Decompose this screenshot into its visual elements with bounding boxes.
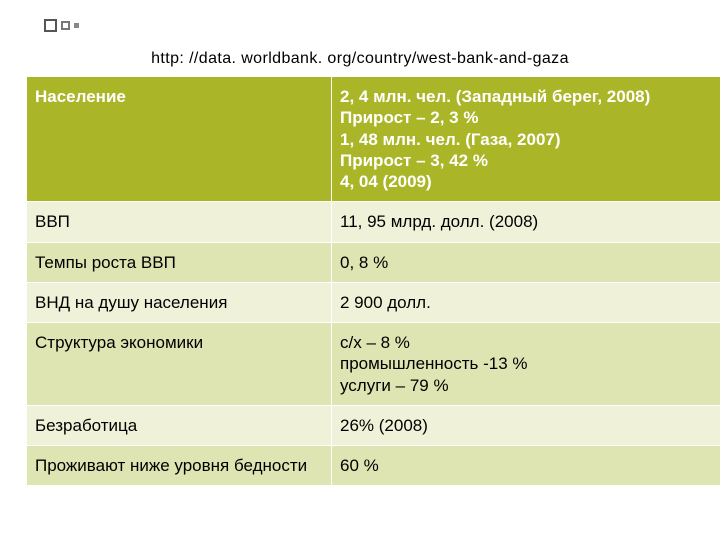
value-line: услуги – 79 % xyxy=(340,375,720,396)
deco-bullets xyxy=(44,18,694,32)
value-line: 2, 4 млн. чел. (Западный берег, 2008) xyxy=(340,86,720,107)
value-line: 4, 04 (2009) xyxy=(340,171,720,192)
value-line: с/х – 8 % xyxy=(340,332,720,353)
row-key: ВВП xyxy=(27,202,332,242)
value-line: Прирост – 3, 42 % xyxy=(340,150,720,171)
row-value: 26% (2008) xyxy=(332,405,720,445)
row-key: ВНД на душу населения xyxy=(27,282,332,322)
value-line: Прирост – 2, 3 % xyxy=(340,107,720,128)
row-value: 0, 8 % xyxy=(332,242,720,282)
row-key: Проживают ниже уровня бедности xyxy=(27,446,332,486)
bullet-icon xyxy=(44,19,57,32)
row-key: Население xyxy=(27,77,332,202)
table-row: Проживают ниже уровня бедности60 % xyxy=(27,446,720,486)
table-row: Безработица26% (2008) xyxy=(27,405,720,445)
table-row: ВВП11, 95 млрд. долл. (2008) xyxy=(27,202,720,242)
bullet-icon xyxy=(74,23,79,28)
stats-table: Население2, 4 млн. чел. (Западный берег,… xyxy=(26,76,720,486)
row-key: Темпы роста ВВП xyxy=(27,242,332,282)
row-value: 2, 4 млн. чел. (Западный берег, 2008)При… xyxy=(332,77,720,202)
row-key: Структура экономики xyxy=(27,323,332,406)
table-row: Население2, 4 млн. чел. (Западный берег,… xyxy=(27,77,720,202)
value-line: 1, 48 млн. чел. (Газа, 2007) xyxy=(340,129,720,150)
row-value: 60 % xyxy=(332,446,720,486)
bullet-icon xyxy=(61,21,70,30)
table-row: Темпы роста ВВП0, 8 % xyxy=(27,242,720,282)
row-key: Безработица xyxy=(27,405,332,445)
source-caption: http: //data. worldbank. org/country/wes… xyxy=(26,50,694,68)
row-value: с/х – 8 %промышленность -13 %услуги – 79… xyxy=(332,323,720,406)
row-value: 11, 95 млрд. долл. (2008) xyxy=(332,202,720,242)
table-row: ВНД на душу населения2 900 долл. xyxy=(27,282,720,322)
value-line: промышленность -13 % xyxy=(340,353,720,374)
table-row: Структура экономикис/х – 8 %промышленнос… xyxy=(27,323,720,406)
row-value: 2 900 долл. xyxy=(332,282,720,322)
